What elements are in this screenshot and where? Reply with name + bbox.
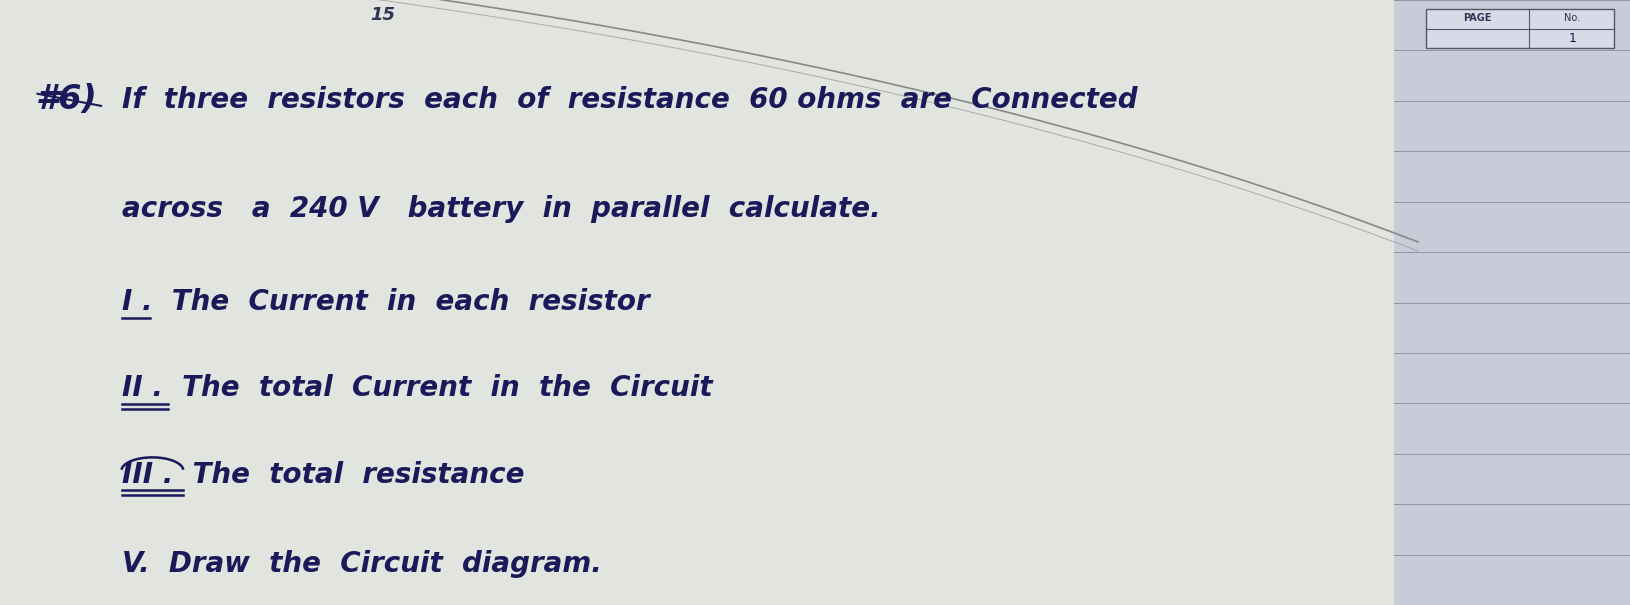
Text: PAGE: PAGE (1462, 13, 1491, 23)
Polygon shape (1394, 0, 1630, 605)
Text: III .  The  total  resistance: III . The total resistance (122, 461, 525, 489)
Text: 1: 1 (1568, 32, 1576, 45)
Text: V.  Draw  the  Circuit  diagram.: V. Draw the Circuit diagram. (122, 550, 601, 578)
Text: No.: No. (1565, 13, 1581, 23)
Text: 15: 15 (370, 6, 396, 24)
Text: I .  The  Current  in  each  resistor: I . The Current in each resistor (122, 289, 650, 316)
FancyBboxPatch shape (1426, 9, 1614, 48)
Text: If  three  resistors  each  of  resistance  60 ohms  are  Connected: If three resistors each of resistance 60… (122, 86, 1138, 114)
Text: across   a  240 V   battery  in  parallel  calculate.: across a 240 V battery in parallel calcu… (122, 195, 880, 223)
Polygon shape (0, 0, 1394, 605)
Text: II .  The  total  Current  in  the  Circuit: II . The total Current in the Circuit (122, 374, 712, 402)
Text: #6): #6) (36, 83, 98, 116)
